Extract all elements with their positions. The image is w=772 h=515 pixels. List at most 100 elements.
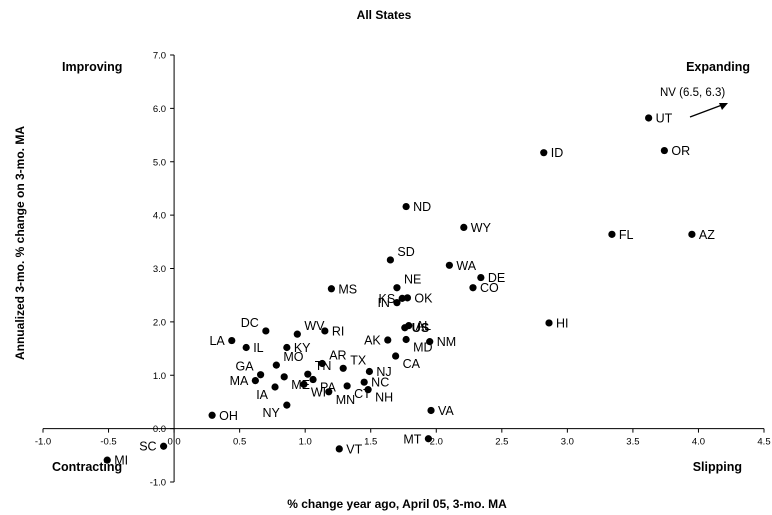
point-marker bbox=[660, 146, 668, 155]
point-ne: NE bbox=[393, 273, 421, 292]
point-marker bbox=[271, 383, 279, 391]
point-label: KS bbox=[379, 292, 396, 306]
point-marker bbox=[280, 373, 288, 381]
point-marker bbox=[327, 285, 335, 293]
x-tick-label: 2.0 bbox=[430, 437, 443, 448]
point-marker bbox=[257, 371, 265, 379]
point-in: IN bbox=[377, 296, 401, 310]
point-label: WI bbox=[311, 385, 326, 399]
point-label: RI bbox=[332, 324, 345, 338]
point-label: US bbox=[412, 321, 429, 335]
point-label: SD bbox=[397, 245, 414, 259]
point-label: MO bbox=[283, 350, 303, 364]
point-label: AZ bbox=[699, 228, 715, 242]
point-ri: RI bbox=[321, 324, 344, 338]
point-label: DC bbox=[241, 316, 259, 330]
point-id: ID bbox=[540, 146, 563, 160]
point-fl: FL bbox=[608, 228, 634, 242]
point-marker bbox=[688, 230, 696, 238]
y-tick-label: 3.0 bbox=[153, 264, 166, 275]
x-tick-label: 1.5 bbox=[364, 437, 377, 448]
point-marker bbox=[335, 445, 343, 453]
point-il: IL bbox=[242, 341, 264, 355]
point-ks: KS bbox=[379, 292, 406, 306]
x-tick-label: 2.5 bbox=[495, 437, 508, 448]
point-va: VA bbox=[427, 404, 454, 418]
point-wy: WY bbox=[460, 221, 492, 235]
point-label: MS bbox=[338, 282, 357, 296]
point-marker bbox=[309, 375, 317, 384]
quadrant-label-contracting: Contracting bbox=[52, 460, 122, 474]
point-marker bbox=[477, 273, 485, 282]
point-label: OH bbox=[219, 409, 238, 423]
nv-annotation: NV (6.5, 6.3) bbox=[660, 87, 725, 99]
point-marker bbox=[318, 359, 326, 368]
point-marker bbox=[426, 338, 434, 346]
point-marker bbox=[160, 442, 168, 450]
point-mt: MT bbox=[403, 432, 433, 446]
point-label: DE bbox=[488, 271, 505, 285]
point-label: MN bbox=[336, 393, 355, 407]
point-ny: NY bbox=[262, 401, 291, 420]
quadrant-label-improving: Improving bbox=[62, 60, 122, 74]
x-tick-label: 0.5 bbox=[233, 437, 246, 448]
point-label: NY bbox=[262, 406, 280, 420]
x-tick-label: 1.0 bbox=[299, 437, 312, 448]
point-label: NJ bbox=[376, 365, 391, 379]
point-label: SC bbox=[139, 440, 156, 454]
point-label: VT bbox=[346, 442, 362, 456]
point-label: IL bbox=[253, 341, 263, 355]
point-marker bbox=[283, 401, 291, 409]
point-label: HI bbox=[556, 316, 569, 330]
point-marker bbox=[398, 294, 406, 302]
quadrant-label-expanding: Expanding bbox=[686, 60, 750, 74]
point-hi: HI bbox=[545, 316, 569, 330]
point-label: NE bbox=[404, 273, 421, 287]
y-tick-label: 1.0 bbox=[153, 371, 166, 382]
y-tick-label: 2.0 bbox=[153, 317, 166, 328]
point-label: WA bbox=[456, 259, 476, 273]
x-tick-labels: -1.0 -0.5 0.0 0.5 1.0 1.5 2.0 2.5 3.0 3.5 4.0 4.5 bbox=[35, 428, 771, 448]
point-or: OR bbox=[660, 144, 690, 158]
point-az: AZ bbox=[688, 228, 715, 242]
point-label: WV bbox=[304, 319, 325, 333]
point-marker bbox=[103, 456, 111, 464]
x-tick-label: 3.0 bbox=[561, 437, 574, 448]
point-marker bbox=[339, 364, 347, 372]
point-marker bbox=[424, 435, 433, 443]
point-marker bbox=[251, 376, 259, 385]
point-dc: DC bbox=[241, 316, 270, 335]
point-de: DE bbox=[477, 271, 505, 285]
point-marker bbox=[445, 261, 453, 269]
point-marker bbox=[405, 322, 413, 330]
point-label: UT bbox=[656, 111, 673, 125]
point-marker bbox=[343, 382, 351, 390]
point-marker bbox=[242, 343, 250, 352]
point-wi: WI bbox=[300, 380, 326, 399]
x-tick-label: -0.5 bbox=[100, 437, 116, 448]
point-marker bbox=[645, 114, 653, 122]
y-tick-label: 0.0 bbox=[153, 424, 166, 435]
point-label: IA bbox=[256, 388, 268, 402]
point-nm: NM bbox=[426, 335, 456, 349]
point-marker bbox=[262, 327, 270, 335]
x-axis-label: % change year ago, April 05, 3-mo. MA bbox=[287, 497, 507, 511]
x-tick-label: 4.5 bbox=[757, 437, 770, 448]
point-wv: WV bbox=[293, 319, 325, 338]
point-label: OK bbox=[414, 291, 433, 305]
point-marker bbox=[402, 202, 410, 211]
point-marker bbox=[304, 370, 312, 378]
point-marker bbox=[393, 284, 401, 292]
point-label: NC bbox=[371, 376, 389, 390]
y-tick-label: 7.0 bbox=[153, 51, 166, 62]
x-tick-label: 0.0 bbox=[167, 437, 180, 448]
point-label: MI bbox=[114, 454, 128, 468]
point-marker bbox=[402, 335, 410, 344]
point-ga: GA bbox=[236, 360, 265, 379]
point-label: NH bbox=[375, 391, 393, 405]
point-label: CO bbox=[480, 281, 499, 295]
point-ms: MS bbox=[327, 282, 357, 296]
point-nj: NJ bbox=[365, 365, 392, 379]
point-marker bbox=[386, 256, 394, 264]
